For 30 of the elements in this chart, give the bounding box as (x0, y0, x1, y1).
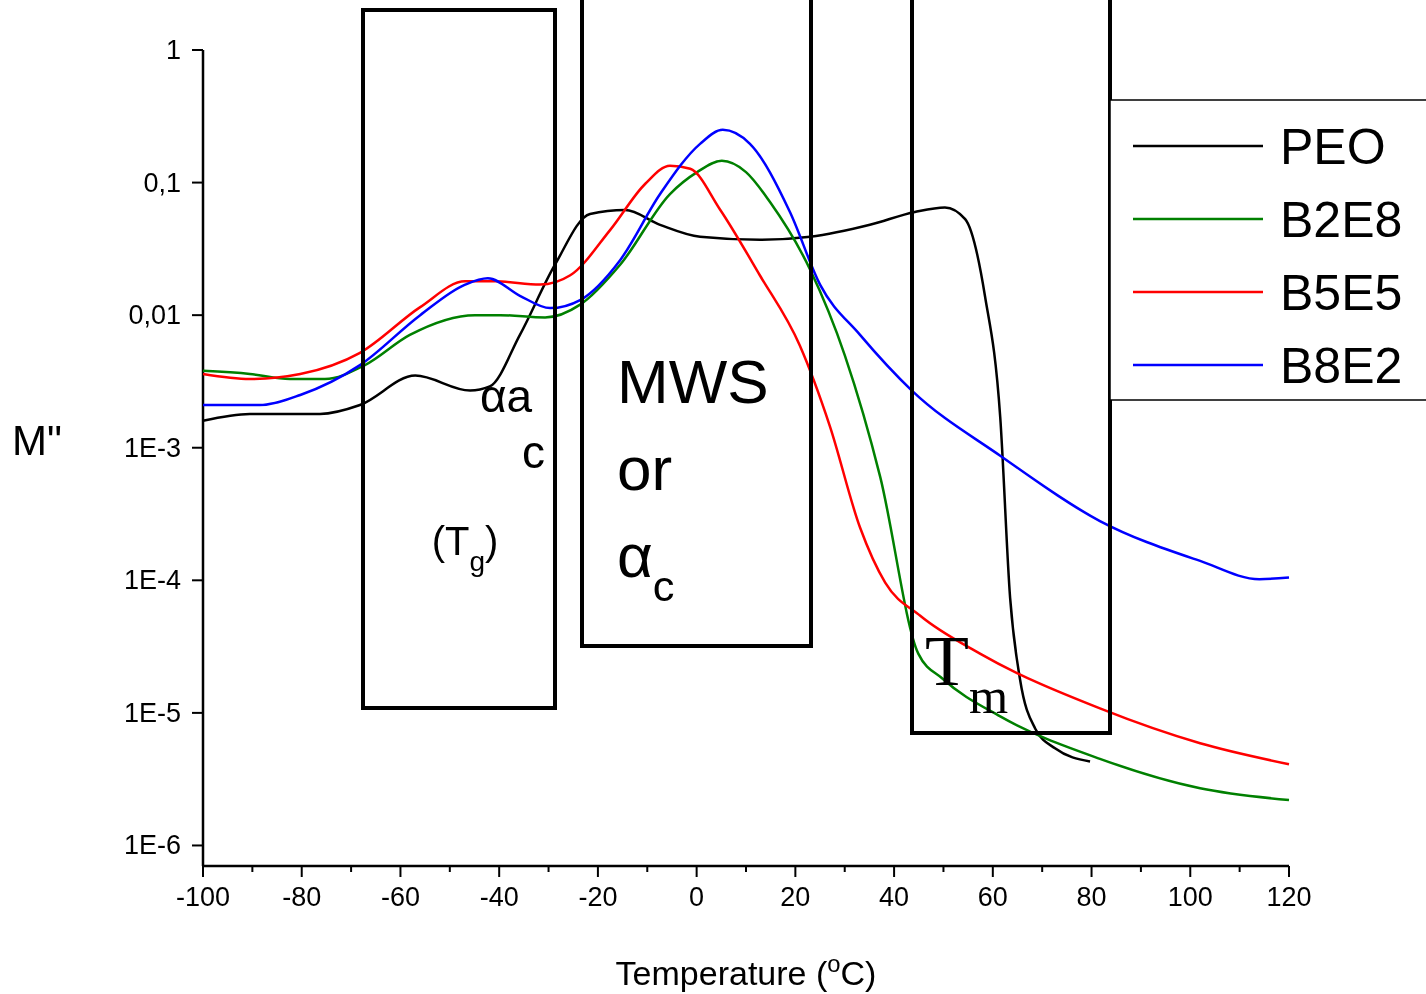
x-tick-label: 40 (879, 882, 910, 912)
y-tick-label: 1 (165, 35, 181, 65)
x-tick-label: 0 (689, 882, 705, 912)
x-tick-label: -20 (578, 882, 618, 912)
annotation: MWS or α$_{c}$ (617, 347, 769, 610)
y-tick-label: 1E-6 (123, 830, 181, 861)
annotation: c (522, 426, 545, 478)
y-tick-label: 1E-3 (123, 432, 181, 463)
y-tick-label: 1E-4 (123, 565, 181, 596)
legend-label: B8E2 (1280, 338, 1403, 394)
x-tick-label: 120 (1266, 882, 1312, 912)
x-tick-label: -100 (175, 882, 231, 912)
x-tick-label: 100 (1167, 882, 1213, 912)
x-tick-label: -60 (380, 882, 420, 912)
legend-label: B5E5 (1280, 265, 1403, 321)
y-tick-label: 0,1 (143, 167, 181, 198)
x-tick-label: -40 (479, 882, 519, 912)
annotation: αa (480, 370, 533, 422)
x-tick-label: 20 (780, 882, 811, 912)
annotation: T$_{m}$ (925, 621, 1009, 724)
annotation: (T$_{g}$) (431, 519, 499, 577)
x-tick-label: -80 (282, 882, 322, 912)
x-axis-title: Temperature ($^{o}$C) (615, 949, 877, 992)
x-tick-label: 80 (1076, 882, 1107, 912)
legend-label: B2E8 (1280, 192, 1403, 248)
y-tick-label: 0,01 (128, 300, 181, 331)
legend-label: PEO (1280, 119, 1386, 175)
x-tick-label: 60 (977, 882, 1008, 912)
y-tick-label: 1E-5 (123, 697, 181, 728)
y-axis-title: M" (12, 417, 62, 464)
